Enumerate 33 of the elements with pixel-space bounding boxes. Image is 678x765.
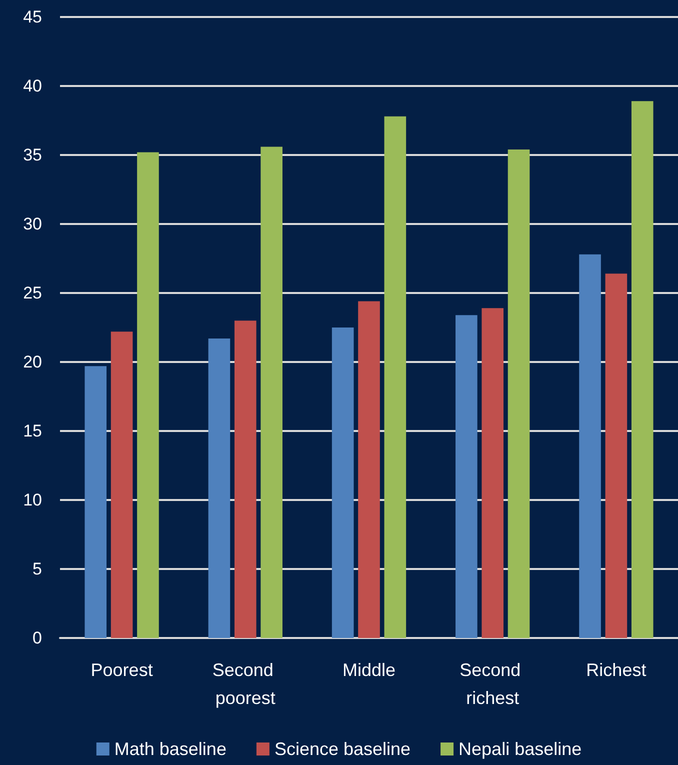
bar [137,152,159,638]
legend-label: Math baseline [114,739,226,759]
y-tick-label: 40 [23,76,42,96]
bar [384,116,406,638]
y-tick-label: 15 [23,422,42,440]
bar [508,149,530,638]
bar [456,315,478,638]
bar [482,308,504,638]
x-tick-label: Second richest [460,660,526,708]
x-tick-label: Poorest [90,660,153,680]
bar [605,274,628,638]
bar [332,328,354,638]
bar [234,320,256,638]
x-tick-label: Richest [586,660,646,680]
bar [84,366,107,638]
legend-label: Nepali baseline [458,739,582,759]
x-tick-label: Second poorest [212,660,278,708]
y-tick-label: 20 [23,352,42,372]
legend-label: Science baseline [274,739,411,759]
x-tick-label: Middle [342,660,396,680]
y-tick-label: 5 [32,560,42,578]
bar [631,101,654,638]
y-tick-label: 10 [23,490,42,510]
y-tick-label: 25 [23,284,42,302]
bar [358,301,380,638]
bar [110,332,133,638]
bar [208,338,230,638]
y-tick-label: 30 [23,214,42,234]
y-tick-label: 0 [32,628,42,648]
bar [260,146,282,638]
y-tick-label: 45 [23,8,42,26]
bar [579,254,601,638]
y-tick-label: 35 [23,146,42,164]
